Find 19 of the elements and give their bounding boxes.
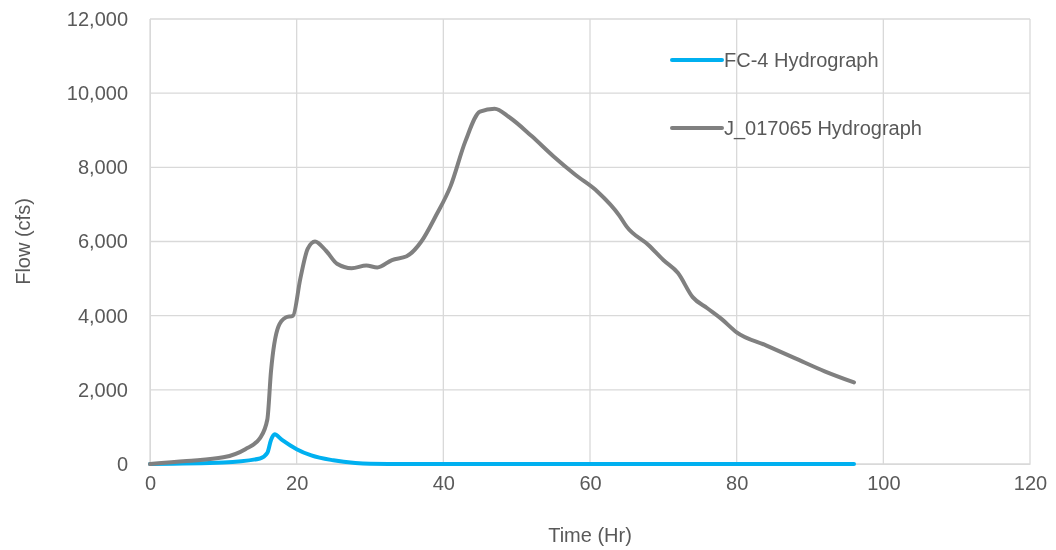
y-tick-label: 6,000 [77,230,128,253]
x-tick-label: 100 [867,472,901,495]
x-tick-label: 20 [286,472,309,495]
y-tick-label: 0 [116,452,128,475]
x-tick-label: 120 [1013,472,1048,495]
y-tick-label: 12,000 [66,7,128,30]
y-tick-label: 4,000 [77,304,128,327]
y-axis-title: Flow (cfs) [12,198,34,285]
x-tick-label: 80 [726,472,749,495]
x-tick-label: 40 [432,472,455,495]
x-tick-label: 0 [144,472,157,495]
x-tick-label: 60 [579,472,602,495]
y-tick-label: 8,000 [77,156,128,179]
legend-label: J_017065 Hydrograph [724,117,922,140]
y-tick-label: 2,000 [77,378,128,401]
x-axis-title: Time (Hr) [548,524,632,546]
line-series [148,432,856,466]
y-tick-label: 10,000 [66,82,128,105]
legend-label: FC-4 Hydrograph [724,49,879,71]
